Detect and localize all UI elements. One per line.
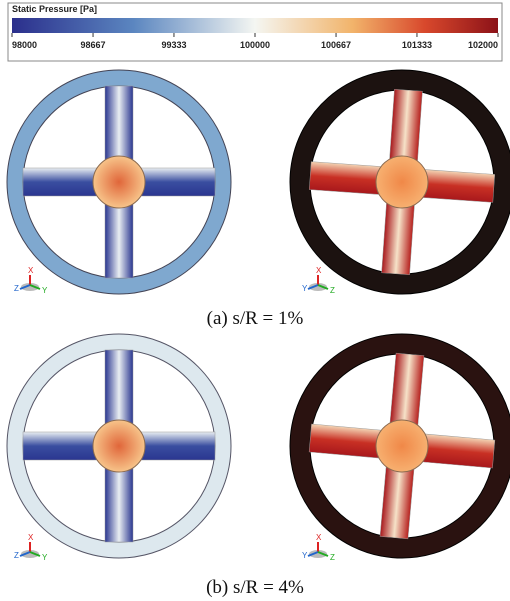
spoke: [138, 167, 216, 197]
triad-axis: [307, 284, 319, 290]
wheel: [289, 333, 510, 559]
wheel: [6, 69, 232, 295]
rim-edge: [289, 333, 510, 559]
rim-edge: [6, 333, 232, 559]
tick-label: 100000: [240, 40, 270, 50]
spoke: [308, 161, 384, 195]
triad-label: Y: [42, 553, 48, 562]
triad-base: [309, 550, 327, 558]
axis-triad: ZX Y: [14, 533, 48, 562]
triad-label: Y: [42, 286, 48, 295]
axis-triad: ZX Y: [14, 266, 48, 295]
triad-axis: [19, 284, 31, 290]
spoke: [138, 431, 216, 461]
rim-edge: [289, 69, 510, 295]
spoke: [420, 169, 496, 203]
tick-label: 100667: [321, 40, 351, 50]
tick-label: 98000: [12, 40, 37, 50]
caption: (b) s/R = 4%: [206, 577, 304, 598]
triad-axis: [307, 551, 319, 557]
triad-base: [21, 550, 39, 558]
triad-label: X: [28, 266, 34, 275]
triad-axis: [317, 551, 329, 557]
triad-axis: [29, 284, 41, 290]
triad-label: Z: [330, 553, 335, 562]
triad-label: Z: [330, 286, 335, 295]
spoke: [381, 200, 415, 276]
spoke: [104, 201, 134, 279]
triad-label: X: [316, 266, 322, 275]
rim: [7, 334, 231, 558]
triad-label: Y: [302, 284, 308, 293]
tick-label: 98667: [81, 40, 106, 50]
colorbar-title: Static Pressure [Pa]: [12, 4, 97, 14]
rim: [290, 334, 510, 558]
triad-label: X: [316, 533, 322, 542]
axis-triad: YX Z: [302, 533, 335, 562]
colorbar: [12, 18, 498, 33]
spoke: [308, 423, 384, 459]
triad-label: X: [28, 533, 34, 542]
triad-base: [309, 283, 327, 291]
wheel: [6, 333, 232, 559]
spoke: [420, 433, 496, 469]
triad-axis: [317, 284, 329, 290]
axis-triad: YX Z: [302, 266, 335, 295]
spoke: [104, 85, 134, 163]
rim-edge: [6, 69, 232, 295]
spoke: [379, 464, 415, 540]
triad-axis: [29, 551, 41, 557]
spoke: [104, 465, 134, 543]
spoke: [22, 167, 100, 197]
triad-base: [21, 283, 39, 291]
spoke: [389, 352, 425, 428]
caption: (a) s/R = 1%: [207, 308, 304, 329]
triad-axis: [19, 551, 31, 557]
spoke: [104, 349, 134, 427]
rim: [7, 70, 231, 294]
hub: [375, 419, 429, 473]
hub: [92, 419, 146, 473]
tick-label: 99333: [161, 40, 186, 50]
spoke: [389, 88, 423, 164]
rim: [290, 70, 510, 294]
hub: [375, 155, 429, 209]
tick-label: 101333: [402, 40, 432, 50]
triad-label: Y: [302, 551, 308, 560]
wheel: [289, 69, 510, 295]
triad-label: Z: [14, 551, 19, 560]
tick-label: 102000: [468, 40, 498, 50]
hub: [92, 155, 146, 209]
triad-label: Z: [14, 284, 19, 293]
spoke: [22, 431, 100, 461]
